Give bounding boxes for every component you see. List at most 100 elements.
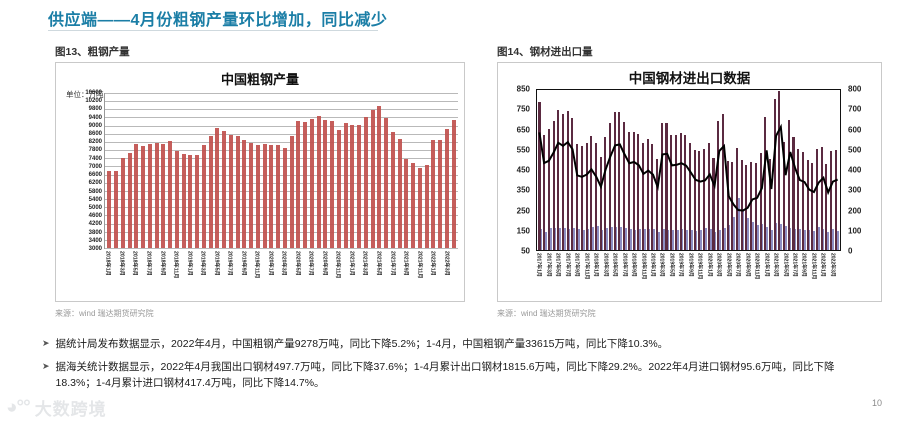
bar-slot <box>703 90 708 250</box>
export-bar <box>773 99 776 250</box>
bar-slot <box>693 90 698 250</box>
x-tick-slot: 2021年5月 <box>376 249 383 299</box>
bar-slot <box>792 90 797 250</box>
bar-slot <box>646 90 651 250</box>
bar <box>397 139 402 248</box>
export-bar <box>674 134 677 250</box>
import-bar <box>629 228 632 250</box>
bar-slot <box>580 90 585 250</box>
title-divider <box>48 30 378 31</box>
bar <box>282 148 287 248</box>
import-bar <box>540 229 543 250</box>
x-tick-slot: 2018年11月 <box>173 249 180 299</box>
export-bar <box>576 144 579 250</box>
axis-tick-label: 5400 <box>88 196 102 203</box>
export-bar <box>754 162 757 250</box>
export-bar <box>665 123 668 250</box>
import-bar <box>573 228 576 250</box>
bar-slot <box>651 90 656 250</box>
bar-slot <box>698 90 703 250</box>
bar-slot <box>342 93 349 248</box>
export-bar <box>660 123 663 250</box>
chart-crude-steel-output: 中国粗钢产量 单位：万吨 10600 10200 9800 9400 9000 8600 8… <box>55 62 465 302</box>
bar <box>262 143 267 248</box>
bar-slot <box>590 90 595 250</box>
export-bar <box>759 152 762 250</box>
figure-13-caption: 图13、粗钢产量 <box>55 46 130 58</box>
bar-slot <box>160 93 167 248</box>
bar <box>120 158 125 248</box>
chart-13-plot-area <box>104 93 458 249</box>
import-bar <box>705 228 707 250</box>
export-bar <box>825 164 828 250</box>
axis-tick-label: 9000 <box>88 122 102 129</box>
bar <box>228 135 233 248</box>
bar-slot <box>811 90 816 250</box>
bar <box>222 130 227 248</box>
axis-tick-label: 8600 <box>88 131 102 138</box>
bar-slot <box>369 93 376 248</box>
figure-14-caption: 图14、钢材进出口量 <box>497 46 593 58</box>
bar <box>154 143 159 248</box>
bar-slot <box>660 90 665 250</box>
bar <box>255 145 260 248</box>
import-bar <box>606 227 609 250</box>
bar <box>235 136 240 248</box>
export-bar <box>646 139 649 250</box>
bar-slot <box>721 90 726 250</box>
bar-slot <box>613 90 618 250</box>
bar-slot <box>797 90 802 250</box>
axis-tick-label: 300 <box>848 185 862 195</box>
bar-slot <box>806 90 811 250</box>
x-tick-slot: 2020年9月 <box>321 249 329 299</box>
x-tick-slot: 2020年3月 <box>281 249 288 299</box>
import-bar <box>686 229 689 250</box>
bar-slot <box>740 90 745 250</box>
import-bar <box>676 230 679 250</box>
bullet-list: ➤ 据统计局发布数据显示，2022年4月，中国粗钢产量9278万吨，同比下降5.2… <box>42 336 862 398</box>
export-bar <box>792 136 795 250</box>
import-bar <box>789 228 792 250</box>
axis-tick-label: 7400 <box>88 155 102 162</box>
bar-slot <box>759 90 764 250</box>
bar-slot <box>295 93 302 248</box>
x-tick-slot: 2019年5月 <box>213 249 220 299</box>
import-bar <box>827 232 830 250</box>
import-bar <box>587 228 590 250</box>
chart-13-unit-label: 单位：万吨 <box>66 90 104 99</box>
import-bar <box>596 226 599 250</box>
bar-slot <box>363 93 370 248</box>
export-bar <box>787 120 790 250</box>
export-bar <box>571 117 574 250</box>
bar <box>242 140 247 248</box>
chart-14-x-axis: 2017年1月 2017年3月 2017年5月 2017年7月 2017年9月 2017年… <box>536 251 841 299</box>
import-bar <box>761 224 764 250</box>
export-bar <box>688 143 692 250</box>
bar <box>161 144 166 248</box>
axis-tick-label: 10200 <box>85 98 102 105</box>
import-bar <box>794 228 797 250</box>
bar-slot <box>187 93 194 248</box>
export-bar <box>693 150 696 250</box>
bar <box>276 145 281 248</box>
axis-tick-label: 750 <box>516 104 530 114</box>
bar-slot <box>167 93 174 248</box>
export-bar <box>623 122 626 250</box>
import-bar <box>615 226 618 250</box>
bar <box>404 158 409 248</box>
bar-slot <box>329 93 336 248</box>
export-bar <box>684 135 687 250</box>
import-bar <box>634 230 637 250</box>
bar-slot <box>594 90 599 250</box>
bar <box>424 164 429 248</box>
import-bar <box>582 229 585 250</box>
export-bar <box>566 110 569 250</box>
bar <box>444 129 449 248</box>
bar <box>249 142 254 248</box>
bar-slot <box>609 90 614 250</box>
import-bar <box>742 209 745 250</box>
axis-tick-label: 6200 <box>88 180 102 187</box>
bar-slot <box>302 93 309 248</box>
bar-slot <box>656 90 661 250</box>
import-bar <box>554 228 557 250</box>
